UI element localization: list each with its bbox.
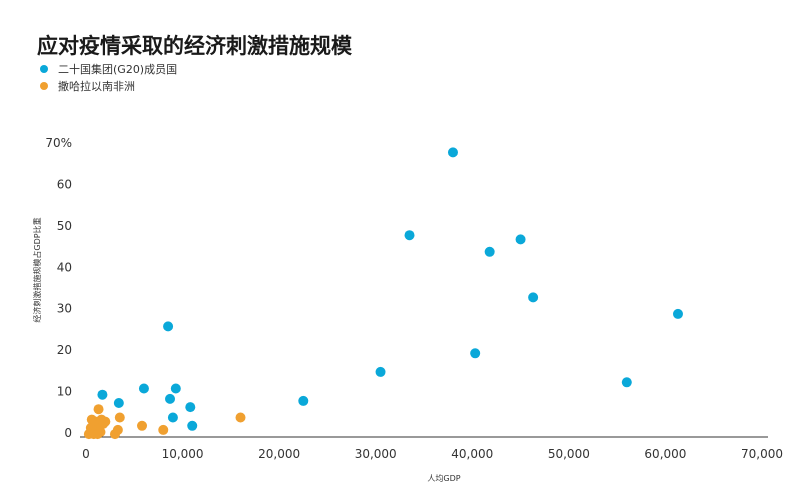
x-tick-label: 60,000 [644,447,686,461]
chart-title: 应对疫情采取的经济刺激措施规模 [37,34,352,58]
data-point-g20 [404,230,415,241]
data-point-g20 [515,234,526,245]
y-tick-label: 10 [57,385,72,399]
data-point-ssa [112,424,123,435]
data-point-g20 [167,412,178,423]
data-point-g20 [185,402,196,413]
y-tick-label: 0 [64,426,72,440]
data-point-g20 [97,389,108,400]
x-tick-label: 40,000 [451,447,493,461]
data-point-g20 [187,420,198,431]
data-point-g20 [163,321,174,332]
data-point-g20 [170,383,181,394]
legend: 二十国集团(G20)成员国 撒哈拉以南非洲 [40,60,177,94]
data-point-ssa [137,420,148,431]
x-tick-label: 0 [82,447,90,461]
legend-marker-ssa [40,81,48,90]
legend-item-ssa: 撒哈拉以南非洲 [40,77,177,94]
x-axis-label: 人均GDP [427,473,460,483]
y-tick-label: 40 [57,260,72,274]
data-point-g20 [621,377,632,388]
y-tick-label: 60 [57,177,72,191]
data-point-g20 [470,348,481,359]
y-tick-label: 30 [57,302,72,316]
data-point-ssa [235,412,246,423]
y-tick-label: 50 [57,219,72,233]
legend-label-g20: 二十国集团(G20)成员国 [58,62,178,76]
data-point-ssa [93,404,104,415]
data-point-ssa [100,416,111,427]
y-tick-label: 70% [45,136,72,150]
data-point-ssa [158,424,169,435]
data-point-g20 [138,383,149,394]
data-point-ssa [114,412,125,423]
data-point-g20 [528,292,539,303]
data-point-g20 [484,246,495,257]
data-point-ssa [95,427,106,437]
x-tick-label: 20,000 [258,447,300,461]
legend-label-ssa: 撒哈拉以南非洲 [58,79,135,93]
x-tick-label: 30,000 [355,447,397,461]
data-point-g20 [672,308,683,319]
data-point-g20 [165,393,176,404]
x-tick-label: 10,000 [162,447,204,461]
data-point-g20 [113,398,124,408]
legend-item-g20: 二十国集团(G20)成员国 [40,60,177,77]
data-point-g20 [375,366,386,377]
data-point-g20 [447,147,458,158]
data-point-g20 [298,395,309,406]
y-tick-label: 20 [57,343,72,357]
legend-marker-g20 [40,64,48,73]
x-tick-label: 70,000 [741,447,783,461]
x-tick-label: 50,000 [548,447,590,461]
y-axis-label: 经济刺激措施规模占GDP比重 [32,217,42,322]
